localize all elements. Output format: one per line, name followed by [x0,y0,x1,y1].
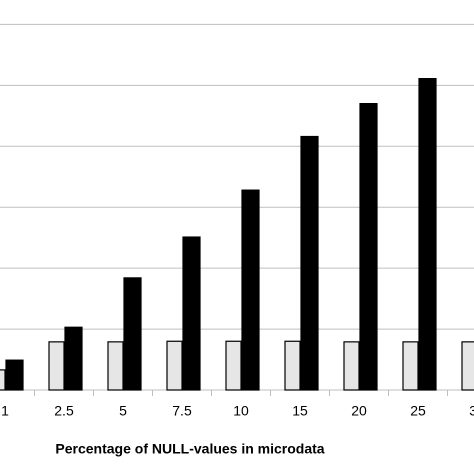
bar [64,326,83,391]
bar [284,340,301,391]
bar [166,340,183,391]
bar [418,78,437,391]
x-tick-label: 2.5 [54,403,74,419]
x-tick-label: 15 [292,403,308,419]
x-tick-label: 1 [1,403,9,419]
bar [123,277,142,391]
bar [300,135,319,391]
x-axis-title: Percentage of NULL-values in microdata [55,441,324,457]
bar [343,341,360,391]
x-tick-label: 30 [469,403,474,419]
x-tick-label: 25 [410,403,426,419]
bar [5,359,24,391]
bar [359,102,378,391]
bar [182,236,201,391]
x-tick-label: 10 [233,403,249,419]
bar [225,340,242,391]
x-tick-label: 5 [119,403,127,419]
x-tick-label: 7.5 [172,403,192,419]
bar [402,341,419,391]
bar [0,369,6,391]
bar [461,341,474,391]
bar [107,341,124,391]
x-tick-label: 20 [351,403,367,419]
bar [241,189,260,391]
bar [48,341,65,391]
